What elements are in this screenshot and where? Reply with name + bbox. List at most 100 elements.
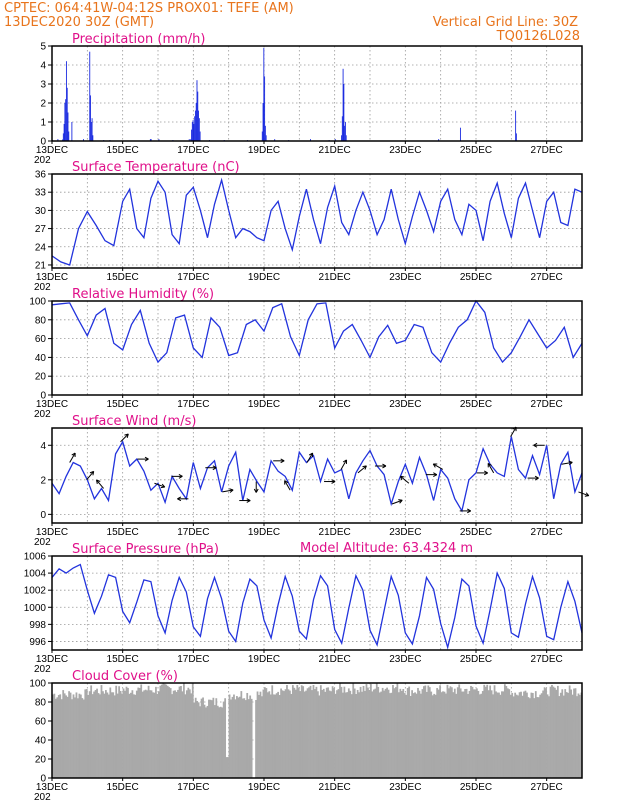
cloud-bar — [490, 690, 493, 778]
panel-frame — [51, 173, 583, 269]
cloud-bar — [256, 691, 259, 778]
cloud-bar — [87, 694, 90, 778]
precip-bar — [264, 76, 266, 141]
cloud-bar — [137, 687, 140, 778]
cloud-bar — [309, 685, 312, 778]
cloud-bar — [531, 692, 534, 778]
cloud-bar — [423, 686, 425, 778]
x-tick-label: 21DEC — [319, 527, 351, 538]
cloud-bar — [414, 692, 416, 778]
panel-temp: 21 24 27 30 33 36 13DEC 15DEC 17DEC 19DEC 21DEC 23D… — [34, 160, 583, 293]
cloud-bar — [185, 690, 188, 778]
cloud-bar — [234, 699, 237, 778]
cloud-bar — [78, 693, 81, 778]
cloud-bar — [146, 690, 148, 778]
cloud-bar — [375, 683, 378, 778]
cloud-bar — [190, 693, 193, 778]
cloud-bar — [88, 691, 91, 778]
humidity-line — [51, 299, 583, 364]
cloud-bar — [187, 687, 190, 778]
cloud-bar — [77, 698, 79, 778]
cloud-bar — [355, 693, 358, 778]
cloud-bar — [334, 693, 337, 778]
header-run-id: TQ0126L028 — [496, 29, 580, 44]
panel-frame — [51, 427, 583, 524]
cloud-bar — [269, 694, 272, 778]
cloud-bar — [236, 696, 238, 778]
cloud-bar — [367, 687, 369, 778]
cloud-bar — [247, 699, 250, 778]
cloud-bar — [325, 687, 328, 778]
precip-bar — [334, 139, 336, 141]
cloud-bar — [244, 700, 247, 778]
precip-bar — [342, 68, 344, 141]
wind-arrow — [86, 471, 95, 481]
cloud-bar — [93, 691, 95, 778]
precip-bar — [193, 123, 195, 141]
cloud-bar — [406, 687, 409, 778]
cloud-bar — [208, 699, 210, 778]
cloud-bar — [311, 690, 313, 778]
x-tick-label: 15DEC — [107, 272, 139, 283]
y-tick-label: 0 — [40, 137, 46, 148]
cloud-bar — [219, 706, 222, 778]
wind-arrow-head — [71, 452, 76, 458]
cloud-bar — [430, 691, 433, 778]
cloud-bar — [543, 687, 546, 778]
cloud-bar — [509, 694, 512, 778]
wind-arrow — [391, 499, 403, 505]
precip-bar — [438, 139, 440, 141]
cloud-bar — [75, 692, 78, 778]
cloud-bar — [386, 687, 388, 778]
cloud-bar — [514, 692, 517, 778]
cloud-bar — [442, 691, 444, 778]
cloud-bar — [512, 696, 515, 778]
cloud-bar — [132, 694, 135, 778]
x-tick-label: 17DEC — [177, 654, 209, 665]
cloud-bar — [474, 689, 477, 778]
cloud-bar — [340, 686, 343, 778]
cloud-bar — [72, 694, 75, 778]
cloud-bar — [291, 685, 294, 778]
wind-arrow-head — [533, 442, 538, 448]
wind-arrow-head — [177, 496, 182, 502]
panel-cloud: 0 20 40 60 80 100 13DEC 15DEC 17DEC 19DEC 21DEC 23D… — [29, 669, 583, 800]
wind-arrow-head — [342, 459, 348, 464]
cloud-bar — [443, 691, 446, 778]
precip-bar — [191, 129, 193, 141]
precip-bar — [67, 112, 69, 141]
cloud-bar — [390, 692, 393, 778]
cloud-bar — [579, 694, 581, 778]
cloud-bar — [577, 693, 580, 778]
cloud-bar — [484, 686, 487, 778]
precip-bar — [344, 125, 346, 141]
cloud-bar — [424, 685, 427, 778]
cloud-bar — [56, 697, 59, 778]
precip-bar — [459, 127, 461, 141]
temperature-line — [51, 177, 583, 266]
x-tick-label: 13DEC — [36, 782, 68, 793]
cloud-bar — [421, 689, 424, 778]
wind-arrow — [222, 489, 234, 493]
cloud-bar — [517, 695, 519, 778]
panel-title: Precipitation (mm/h) — [72, 32, 205, 47]
cloud-bar — [483, 684, 486, 778]
wind-arrow — [284, 480, 291, 491]
panel-title: Surface Pressure (hPa) — [72, 542, 219, 557]
cloud-bar — [439, 685, 441, 778]
cloud-bar — [446, 684, 449, 778]
cloud-bar — [328, 690, 331, 778]
cloud-bar — [546, 694, 549, 778]
cloud-bar — [218, 707, 221, 778]
cloud-bar — [521, 695, 524, 778]
x-tick-label: 25DEC — [460, 399, 492, 410]
y-tick-label: 0 — [40, 510, 46, 521]
cloud-bar — [246, 692, 249, 778]
cloud-bar — [515, 694, 518, 778]
y-tick-label: 1006 — [24, 552, 47, 563]
cloud-bar — [549, 686, 552, 778]
panel-pres: 996 998 1000 1002 1004 1006 13DEC 15DEC 17DEC 19D… — [24, 542, 583, 675]
y-tick-label: 80 — [35, 698, 47, 709]
precip-bar — [62, 139, 64, 141]
x-tick-label: 25DEC — [460, 782, 492, 793]
